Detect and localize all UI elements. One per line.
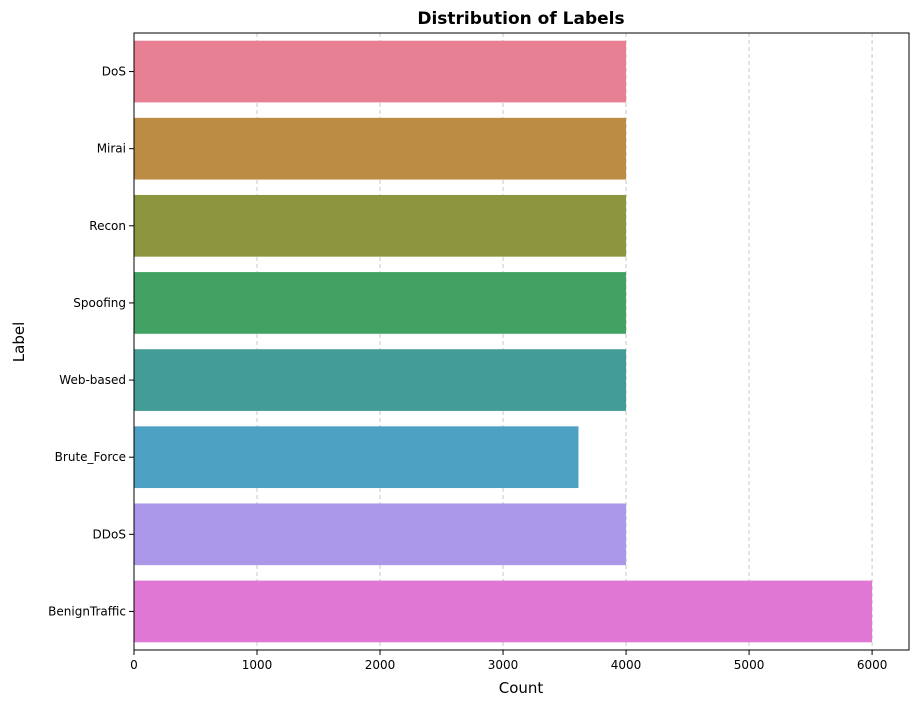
x-tick-label: 5000 [734, 658, 765, 672]
bar-mirai [134, 117, 627, 180]
y-tick-label: DoS [102, 65, 126, 79]
y-axis-label: Label [10, 322, 28, 362]
y-tick-label: Brute_Force [55, 450, 126, 464]
bar-dos [134, 40, 627, 103]
y-tick-label: Spoofing [73, 296, 126, 310]
y-tick-label: Mirai [97, 142, 126, 156]
x-tick-label: 0 [130, 658, 138, 672]
x-tick-label: 6000 [857, 658, 888, 672]
x-axis-label: Count [499, 679, 544, 697]
chart-title: Distribution of Labels [417, 9, 624, 29]
bar-benigntraffic [134, 580, 873, 643]
bar-recon [134, 194, 627, 257]
bars [134, 40, 873, 643]
bar-web-based [134, 349, 627, 411]
bar-spoofing [134, 272, 627, 334]
x-tick-label: 2000 [365, 658, 396, 672]
x-tick-label: 3000 [488, 658, 519, 672]
y-tick-label: Recon [89, 219, 126, 233]
bar-brute-force [134, 426, 579, 489]
axes: 0 1000 2000 3000 4000 5000 6000 DoS Mirai Recon Sp… [48, 32, 910, 672]
y-tick-label: DDoS [93, 527, 126, 541]
plot-frame [133, 32, 910, 651]
x-tick-label: 1000 [242, 658, 273, 672]
bar-ddos [134, 503, 627, 566]
y-tick-label: BenignTraffic [48, 604, 126, 618]
x-tick-label: 4000 [611, 658, 642, 672]
y-tick-label: Web-based [59, 373, 126, 387]
